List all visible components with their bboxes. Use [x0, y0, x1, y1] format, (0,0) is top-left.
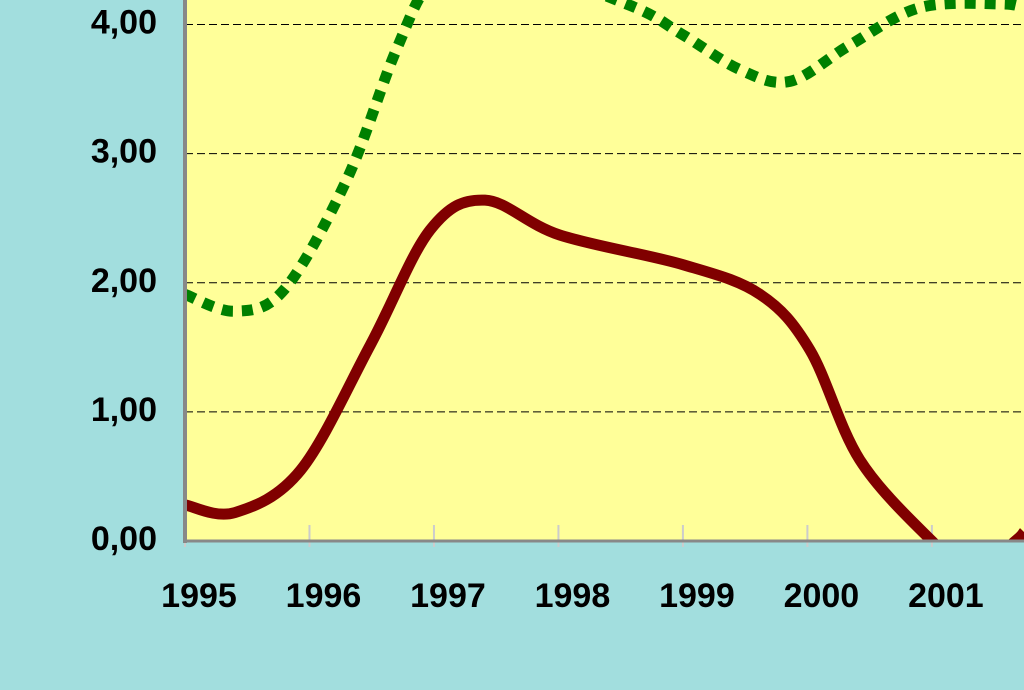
plot-area	[185, 0, 1024, 541]
x-tick-label: 1999	[659, 577, 735, 615]
y-tick-label: 1,00	[91, 391, 157, 429]
line-series	[185, 194, 1024, 541]
x-tick-label: 2000	[784, 577, 860, 615]
x-tick-label: 1996	[286, 577, 362, 615]
x-tick-label: 1995	[161, 577, 237, 615]
x-tick-label: 1998	[535, 577, 611, 615]
x-tick-label: 1997	[410, 577, 486, 615]
line-series	[185, 0, 1024, 317]
x-tick-label: 2001	[908, 577, 984, 615]
y-tick-label: 3,00	[91, 133, 157, 171]
y-tick-label: 2,00	[91, 262, 157, 300]
y-tick-label: 0,00	[91, 520, 157, 558]
y-tick-label: 4,00	[91, 4, 157, 42]
